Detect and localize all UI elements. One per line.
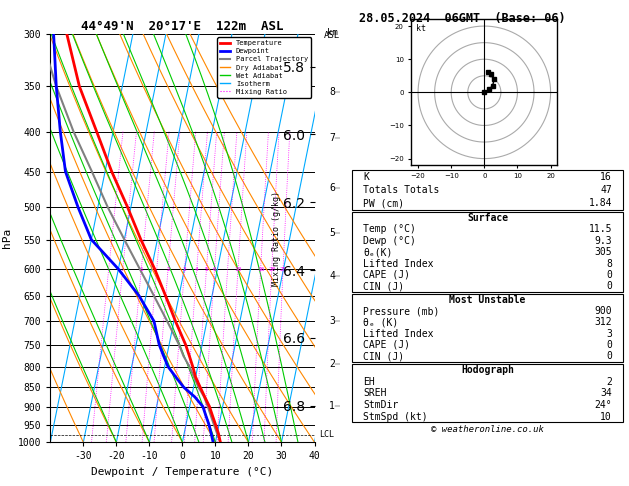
- Text: Lifted Index: Lifted Index: [363, 329, 433, 339]
- Text: 3: 3: [329, 316, 335, 326]
- Text: 305: 305: [594, 247, 612, 257]
- Title: 44°49'N  20°17'E  122m  ASL: 44°49'N 20°17'E 122m ASL: [81, 20, 284, 33]
- Text: 8: 8: [606, 259, 612, 269]
- Text: 5: 5: [204, 266, 208, 272]
- Bar: [352, 212, 623, 292]
- Text: 10: 10: [600, 412, 612, 421]
- Text: CAPE (J): CAPE (J): [363, 340, 410, 350]
- Text: Most Unstable: Most Unstable: [449, 295, 526, 305]
- Text: 28.05.2024  06GMT  (Base: 06): 28.05.2024 06GMT (Base: 06): [359, 12, 565, 25]
- Text: 11.5: 11.5: [588, 225, 612, 234]
- Text: 0: 0: [606, 340, 612, 350]
- Text: StmSpd (kt): StmSpd (kt): [363, 412, 428, 421]
- Text: 10: 10: [234, 266, 242, 272]
- Text: kt: kt: [416, 24, 426, 33]
- Text: LCL: LCL: [320, 430, 335, 439]
- Text: 16: 16: [600, 172, 612, 182]
- Bar: [352, 364, 623, 422]
- Text: Dewp (°C): Dewp (°C): [363, 236, 416, 246]
- Text: 20: 20: [268, 266, 276, 272]
- Text: 0: 0: [606, 351, 612, 361]
- Text: CIN (J): CIN (J): [363, 351, 404, 361]
- Text: 4: 4: [195, 266, 199, 272]
- Text: 47: 47: [600, 185, 612, 195]
- Text: Surface: Surface: [467, 213, 508, 223]
- Text: 6: 6: [329, 183, 335, 192]
- Text: 24°: 24°: [594, 400, 612, 410]
- Legend: Temperature, Dewpoint, Parcel Trajectory, Dry Adiabat, Wet Adiabat, Isotherm, Mi: Temperature, Dewpoint, Parcel Trajectory…: [217, 37, 311, 98]
- Text: 2: 2: [166, 266, 170, 272]
- Text: 34: 34: [600, 388, 612, 399]
- Text: 3: 3: [182, 266, 186, 272]
- Text: 25: 25: [279, 266, 287, 272]
- Text: 2: 2: [329, 360, 335, 369]
- Text: 3: 3: [606, 329, 612, 339]
- Text: θₑ(K): θₑ(K): [363, 247, 392, 257]
- Text: SREH: SREH: [363, 388, 387, 399]
- Text: km: km: [326, 28, 338, 37]
- Text: 6: 6: [213, 266, 216, 272]
- Text: EH: EH: [363, 377, 375, 387]
- Text: 7: 7: [329, 133, 335, 143]
- Text: 1.84: 1.84: [588, 198, 612, 208]
- Text: 9.3: 9.3: [594, 236, 612, 246]
- Text: ASL: ASL: [324, 31, 340, 40]
- Text: Hodograph: Hodograph: [461, 365, 514, 375]
- Bar: [352, 170, 623, 210]
- Text: 5: 5: [329, 228, 335, 238]
- Text: 16: 16: [257, 266, 264, 272]
- Y-axis label: hPa: hPa: [3, 228, 12, 248]
- Text: Temp (°C): Temp (°C): [363, 225, 416, 234]
- Text: CIN (J): CIN (J): [363, 281, 404, 291]
- Text: CAPE (J): CAPE (J): [363, 270, 410, 280]
- Text: 2: 2: [606, 377, 612, 387]
- Text: 1: 1: [140, 266, 143, 272]
- Text: Mixing Ratio (g/kg): Mixing Ratio (g/kg): [272, 191, 281, 286]
- Text: 0: 0: [606, 281, 612, 291]
- Text: Totals Totals: Totals Totals: [363, 185, 440, 195]
- Text: 8: 8: [329, 87, 335, 97]
- Text: 900: 900: [594, 306, 612, 316]
- Text: 1: 1: [329, 401, 335, 411]
- Text: Lifted Index: Lifted Index: [363, 259, 433, 269]
- Bar: [352, 295, 623, 362]
- Text: 4: 4: [329, 271, 335, 281]
- Text: Pressure (mb): Pressure (mb): [363, 306, 440, 316]
- Text: θₑ (K): θₑ (K): [363, 317, 398, 328]
- Text: 312: 312: [594, 317, 612, 328]
- Text: K: K: [363, 172, 369, 182]
- Text: StmDir: StmDir: [363, 400, 398, 410]
- Text: PW (cm): PW (cm): [363, 198, 404, 208]
- X-axis label: Dewpoint / Temperature (°C): Dewpoint / Temperature (°C): [91, 467, 274, 477]
- Text: © weatheronline.co.uk: © weatheronline.co.uk: [431, 425, 544, 434]
- Text: 0: 0: [606, 270, 612, 280]
